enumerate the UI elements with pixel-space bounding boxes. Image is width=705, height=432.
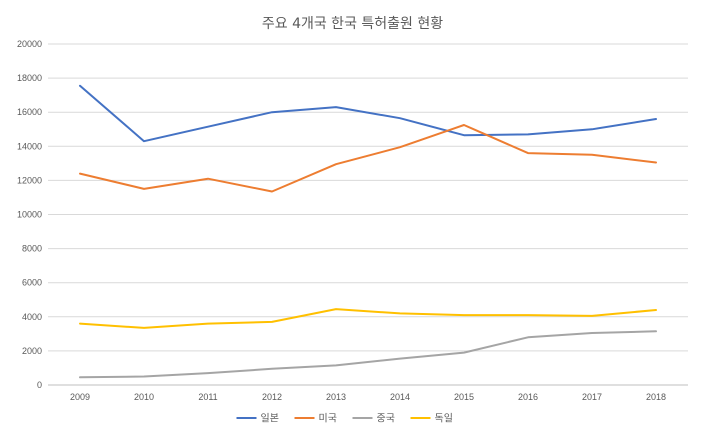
legend-item: 미국 [294, 413, 337, 425]
x-tick-label: 2016 [518, 392, 538, 402]
legend-item: 일본 [236, 413, 279, 425]
legend-label: 미국 [319, 413, 337, 425]
x-tick-label: 2014 [390, 392, 410, 402]
series-line-0 [79, 84, 657, 143]
legend-item: 독일 [410, 413, 453, 425]
legend-label: 독일 [435, 413, 453, 425]
y-tick-label: 12000 [17, 175, 42, 185]
x-tick-label: 2012 [262, 392, 282, 402]
series-line-3 [79, 308, 657, 329]
series-line-1 [79, 124, 657, 193]
x-tick-label: 2017 [582, 392, 602, 402]
legend: 일본 미국 중국 독일 [236, 413, 453, 425]
x-tick-label: 2009 [70, 392, 90, 402]
x-tick-label: 2011 [198, 392, 217, 402]
y-tick-label: 18000 [17, 73, 42, 83]
series-line-2 [79, 330, 657, 379]
x-tick-label: 2013 [326, 392, 346, 402]
chart-title: 주요 4개국 한국 특허출원 현황 [262, 16, 443, 32]
x-tick-label: 2018 [646, 392, 666, 402]
legend-label: 일본 [261, 413, 279, 425]
y-tick-label: 14000 [17, 141, 42, 151]
legend-item: 중국 [352, 413, 395, 425]
y-tick-label: 10000 [17, 210, 42, 220]
y-tick-label: 8000 [22, 244, 42, 254]
y-tick-label: 20000 [17, 39, 42, 49]
legend-label: 중국 [377, 413, 395, 425]
x-tick-label: 2010 [134, 392, 154, 402]
y-axis-ticks: 0 2000 4000 6000 8000 10000 12000 14000 16000 180… [17, 39, 42, 390]
x-tick-label: 2015 [454, 392, 474, 402]
y-tick-label: 2000 [22, 346, 42, 356]
y-tick-label: 4000 [22, 312, 42, 322]
y-tick-label: 0 [37, 380, 42, 390]
y-tick-label: 6000 [22, 278, 42, 288]
y-tick-label: 16000 [17, 107, 42, 117]
series-lines [79, 84, 657, 379]
x-axis-ticks: 2009 2010 2011 2012 2013 2014 2015 2016 2017 2018 [70, 392, 666, 402]
